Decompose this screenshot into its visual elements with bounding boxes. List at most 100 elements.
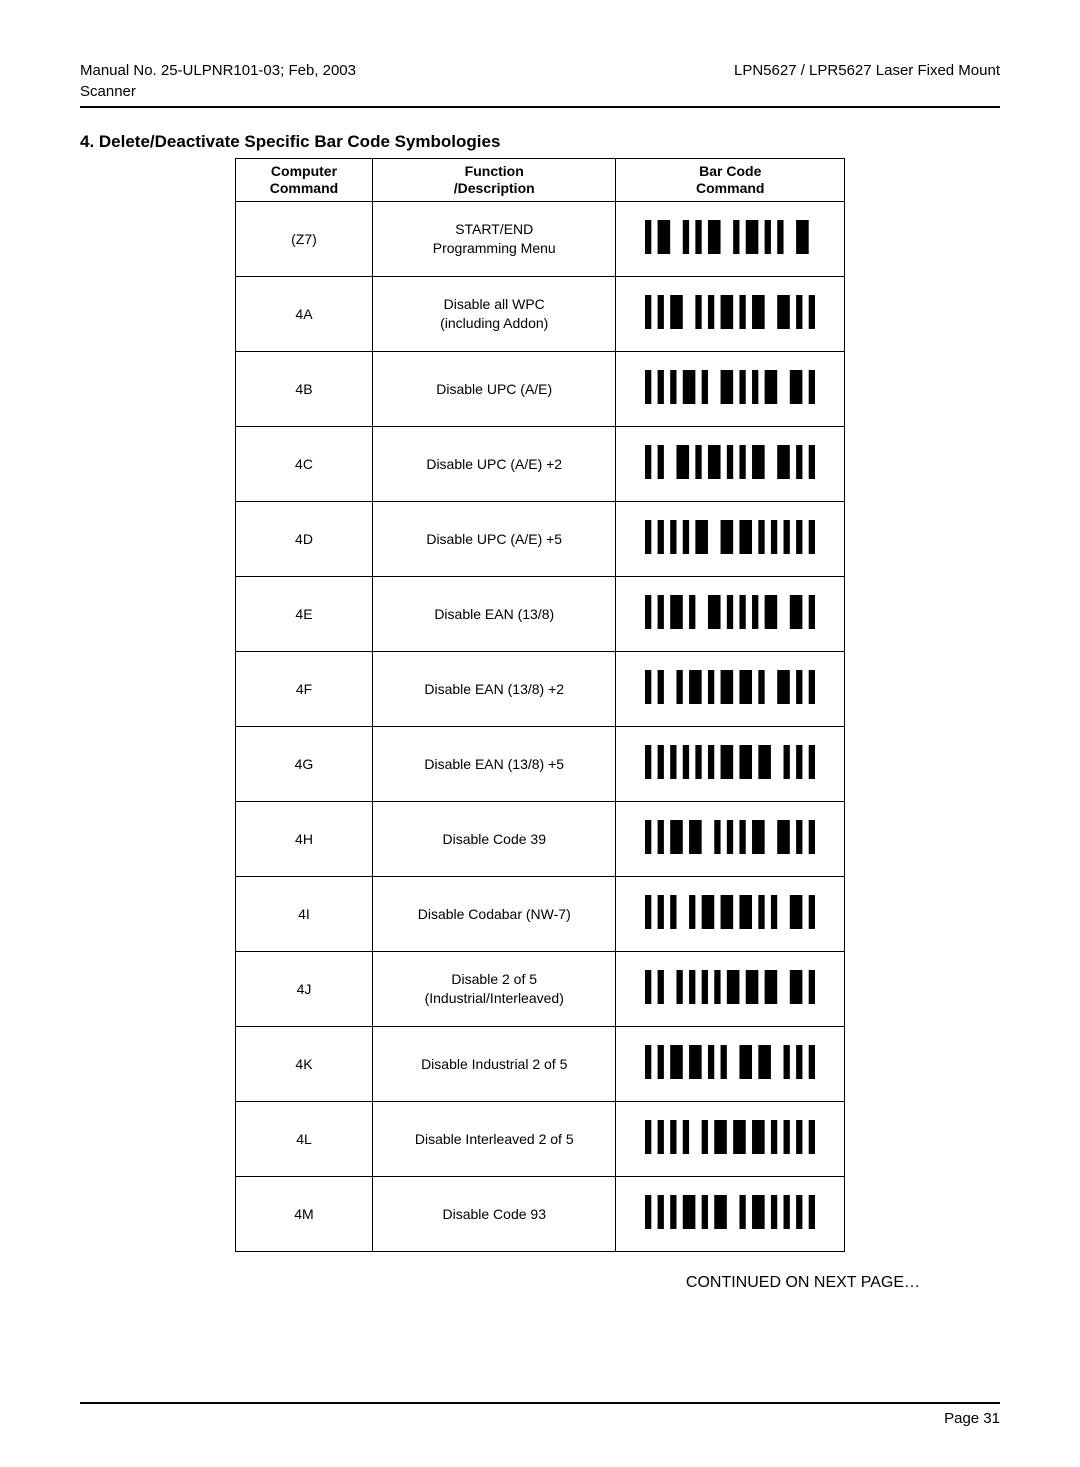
barcode-cell xyxy=(616,1026,845,1101)
description-line1: Disable EAN (13/8) +2 xyxy=(424,681,564,697)
barcode-icon xyxy=(645,595,815,629)
barcode-icon xyxy=(645,220,815,254)
table-row: 4MDisable Code 93 xyxy=(236,1176,845,1251)
continued-text: CONTINUED ON NEXT PAGE… xyxy=(80,1274,920,1292)
barcode-cell xyxy=(616,651,845,726)
description-cell: Disable Interleaved 2 of 5 xyxy=(372,1101,616,1176)
command-cell: 4F xyxy=(236,651,373,726)
description-line1: Disable Code 39 xyxy=(442,831,546,847)
barcode-icon xyxy=(645,1120,815,1154)
barcode-icon xyxy=(645,970,815,1004)
description-cell: Disable all WPC (including Addon) xyxy=(372,276,616,351)
description-line1: Disable Interleaved 2 of 5 xyxy=(415,1131,574,1147)
barcode-icon xyxy=(645,1045,815,1079)
barcode-cell xyxy=(616,426,845,501)
description-cell: Disable EAN (13/8) +2 xyxy=(372,651,616,726)
header-left: Manual No. 25-ULPNR101-03; Feb, 2003 Sca… xyxy=(80,60,356,102)
description-line1: Disable 2 of 5 xyxy=(451,971,537,987)
barcode-icon xyxy=(645,745,815,779)
barcode-cell xyxy=(616,501,845,576)
description-line1: Disable Industrial 2 of 5 xyxy=(421,1056,567,1072)
description-cell: Disable UPC (A/E) xyxy=(372,351,616,426)
table-row: 4A Disable all WPC (including Addon) xyxy=(236,276,845,351)
barcode-icon xyxy=(645,370,815,404)
command-cell: 4I xyxy=(236,876,373,951)
command-cell: 4A xyxy=(236,276,373,351)
barcode-cell xyxy=(616,951,845,1026)
col2-h2: /Description xyxy=(454,180,535,196)
description-line1: Disable all WPC xyxy=(444,296,545,312)
command-cell: (Z7) xyxy=(236,201,373,276)
barcode-cell xyxy=(616,576,845,651)
manual-no: Manual No. 25-ULPNR101-03; Feb, 2003 xyxy=(80,62,356,79)
col3-h2: Command xyxy=(696,180,764,196)
col3-h1: Bar Code xyxy=(699,163,761,179)
barcode-icon xyxy=(645,445,815,479)
description-cell: Disable EAN (13/8) xyxy=(372,576,616,651)
barcode-cell xyxy=(616,201,845,276)
barcode-icon xyxy=(645,520,815,554)
table-row: 4JDisable 2 of 5(Industrial/Interleaved) xyxy=(236,951,845,1026)
description-line1: Disable UPC (A/E) +2 xyxy=(426,456,562,472)
product-name: LPN5627 / LPR5627 Laser Fixed Mount xyxy=(734,62,1000,79)
command-cell: 4C xyxy=(236,426,373,501)
description-line1: Disable EAN (13/8) xyxy=(434,606,554,622)
section-title: 4. Delete/Deactivate Specific Bar Code S… xyxy=(80,132,1000,152)
barcode-cell xyxy=(616,276,845,351)
description-cell: Disable 2 of 5 (Industrial/Interleaved) xyxy=(372,951,616,1026)
scanner-label: Scanner xyxy=(80,83,136,100)
barcode-icon xyxy=(645,670,815,704)
col-header-description: Function /Description xyxy=(372,159,616,202)
page-number: Page 31 xyxy=(80,1410,1000,1427)
col-header-barcode: Bar Code Command xyxy=(616,159,845,202)
barcode-icon xyxy=(645,295,815,329)
table-header-row: Computer Command Function /Description B… xyxy=(236,159,845,202)
barcode-cell xyxy=(616,351,845,426)
table-row: 4B Disable UPC (A/E) xyxy=(236,351,845,426)
page-header: Manual No. 25-ULPNR101-03; Feb, 2003 Sca… xyxy=(80,60,1000,102)
command-cell: 4L xyxy=(236,1101,373,1176)
col-header-command: Computer Command xyxy=(236,159,373,202)
barcode-cell xyxy=(616,876,845,951)
table-row: 4D Disable UPC (A/E) +5 xyxy=(236,501,845,576)
barcode-cell xyxy=(616,1101,845,1176)
table-row: 4L Disable Interleaved 2 of 5 xyxy=(236,1101,845,1176)
description-line2: Programming Menu xyxy=(433,240,556,256)
barcode-cell xyxy=(616,1176,845,1251)
header-right: LPN5627 / LPR5627 Laser Fixed Mount xyxy=(734,60,1000,102)
description-line2: (including Addon) xyxy=(440,315,548,331)
table-row: 4HDisable Code 39 xyxy=(236,801,845,876)
description-line2: (Industrial/Interleaved) xyxy=(425,990,564,1006)
col1-h2: Command xyxy=(270,180,338,196)
command-cell: 4E xyxy=(236,576,373,651)
description-line1: Disable UPC (A/E) +5 xyxy=(426,531,562,547)
description-cell: Disable UPC (A/E) +5 xyxy=(372,501,616,576)
table-row: 4K Disable Industrial 2 of 5 xyxy=(236,1026,845,1101)
description-cell: Disable UPC (A/E) +2 xyxy=(372,426,616,501)
description-cell: Disable EAN (13/8) +5 xyxy=(372,726,616,801)
command-cell: 4D xyxy=(236,501,373,576)
description-cell: Disable Industrial 2 of 5 xyxy=(372,1026,616,1101)
description-cell: Disable Code 93 xyxy=(372,1176,616,1251)
table-row: (Z7)START/ENDProgramming Menu xyxy=(236,201,845,276)
barcode-cell xyxy=(616,726,845,801)
description-line1: Disable UPC (A/E) xyxy=(436,381,552,397)
table-row: 4I Disable Codabar (NW-7) xyxy=(236,876,845,951)
command-cell: 4K xyxy=(236,1026,373,1101)
col1-h1: Computer xyxy=(271,163,337,179)
description-cell: Disable Code 39 xyxy=(372,801,616,876)
command-cell: 4B xyxy=(236,351,373,426)
table-row: 4E Disable EAN (13/8) xyxy=(236,576,845,651)
footer-rule xyxy=(80,1402,1000,1404)
barcode-icon xyxy=(645,895,815,929)
table-row: 4F Disable EAN (13/8) +2 xyxy=(236,651,845,726)
description-line1: Disable EAN (13/8) +5 xyxy=(424,756,564,772)
command-cell: 4G xyxy=(236,726,373,801)
barcode-cell xyxy=(616,801,845,876)
description-cell: Disable Codabar (NW-7) xyxy=(372,876,616,951)
description-line1: Disable Codabar (NW-7) xyxy=(418,906,571,922)
description-cell: START/ENDProgramming Menu xyxy=(372,201,616,276)
description-line1: Disable Code 93 xyxy=(442,1206,546,1222)
barcode-icon xyxy=(645,820,815,854)
barcode-icon xyxy=(645,1195,815,1229)
